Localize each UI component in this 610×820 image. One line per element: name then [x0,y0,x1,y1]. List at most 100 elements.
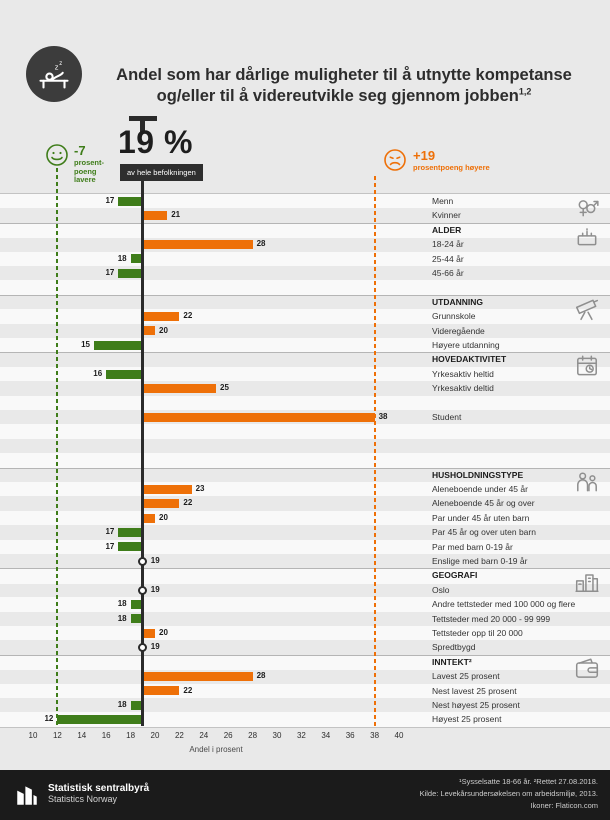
sad-face-icon [383,148,407,172]
data-row [0,324,610,338]
bar [144,239,253,249]
section-header-row [0,294,610,310]
bar [118,196,142,206]
axis-tick: 14 [77,731,87,740]
bar-value: 17 [105,527,115,537]
data-row [0,539,610,554]
category-label: Spredtbygd [432,642,476,653]
gender-icon [574,195,600,221]
bar [144,211,168,221]
data-row [0,208,610,222]
bar-value: 28 [256,671,266,681]
baseline-caption: av hele befolkningen [120,164,203,181]
baseline-value: 19 % [118,124,193,160]
category-label: Andre tettsteder med 100 000 og flere [432,599,576,610]
page-title: Andel som har dårlige muligheter til å u… [92,65,596,108]
data-row [0,683,610,698]
high-dashed-line [373,176,376,726]
data-row [0,583,610,597]
bar-value: 18 [117,700,127,709]
bar-value: 22 [183,311,193,321]
category-label: Nest høyest 25 prosent [432,700,520,710]
data-row [0,338,610,353]
section-header-row [0,467,610,483]
bar-value: 38 [378,412,388,421]
category-label: Høyere utdanning [432,340,500,350]
bar-value: 20 [159,512,168,522]
section-label: HOVEDAKTIVITET [432,354,507,365]
city-icon [574,569,600,595]
category-label: Par 45 år og over uten barn [432,527,536,538]
low-dashed-line [56,168,59,726]
bar-value: 19 [150,556,160,565]
org-name-en: Statistics Norway [48,794,118,804]
section-label: HUSHOLDNINGSTYPE [432,469,524,480]
category-label: 45-66 år [432,268,464,278]
bar [94,340,142,350]
data-row [0,309,610,324]
category-label: Oslo [432,584,450,595]
bar [57,715,142,725]
bar [118,542,142,552]
category-label: 18-24 år [432,239,464,250]
bar [144,671,253,681]
bar [144,383,216,393]
calendar-icon [574,353,600,379]
bar [144,628,155,638]
data-row [0,366,610,382]
low-delta-text: prosent- poeng lavere [74,157,104,185]
axis-tick: 16 [101,731,111,740]
category-label: Tettsteder med 20 000 - 99 999 [432,613,551,624]
axis-tick: 24 [199,731,209,740]
category-label: Kvinner [432,210,461,221]
cake-icon [574,224,600,250]
bar [144,412,375,422]
bar [144,513,155,523]
bar-value: 17 [105,196,115,205]
bar [144,484,192,494]
spacer-row [0,453,610,468]
wallet-icon [574,656,600,682]
svg-text:z: z [59,61,62,67]
bar [118,527,142,537]
category-label: Yrkesaktiv heltid [432,368,494,379]
bar [130,614,142,624]
category-label: Lavest 25 prosent [432,671,500,682]
data-row [0,712,610,727]
section-header-row [0,222,610,239]
axis-tick: 10 [28,731,38,740]
section-header-row [0,352,610,367]
category-label: Par med barn 0-19 år [432,541,513,552]
low-marker-label: -7 prosent- poeng lavere [74,143,104,185]
category-label: Menn [432,196,454,206]
baseline-pointer-cap [128,116,157,121]
bar-value: 18 [117,613,127,623]
category-label: Par under 45 år uten barn [432,512,530,523]
axis-tick: 20 [150,731,160,740]
category-label: Nest lavest 25 prosent [432,685,517,696]
bar [130,599,142,609]
bar [106,369,142,379]
bar-value: 22 [183,498,193,508]
bar-value: 28 [256,239,266,249]
bar-value: 17 [105,268,115,277]
data-row [0,669,610,683]
bar-value: 25 [220,383,229,393]
bar-chart: Menn 17 Kvinner 21 ALDER 18-24 år 28 25-44 år 18… [0,193,610,728]
x-axis: 10 12 14 16 18 20 22 24 26 28 30 32 34 36 38 40 [0,731,610,743]
baseline-dot [138,643,148,653]
baseline-dot [138,556,148,566]
axis-tick: 32 [296,731,306,740]
baseline-dot [138,585,148,595]
happy-face-icon [45,143,69,167]
title-line-1: Andel som har dårlige muligheter til å u… [116,66,572,85]
axis-tick: 40 [394,731,404,740]
category-label: Videregående [432,325,485,336]
baseline-vertical-line [141,181,145,726]
svg-text:z: z [55,63,59,72]
bar-value: 18 [117,253,127,263]
data-row [0,597,610,612]
axis-tick: 28 [248,731,258,740]
bar [118,268,142,278]
